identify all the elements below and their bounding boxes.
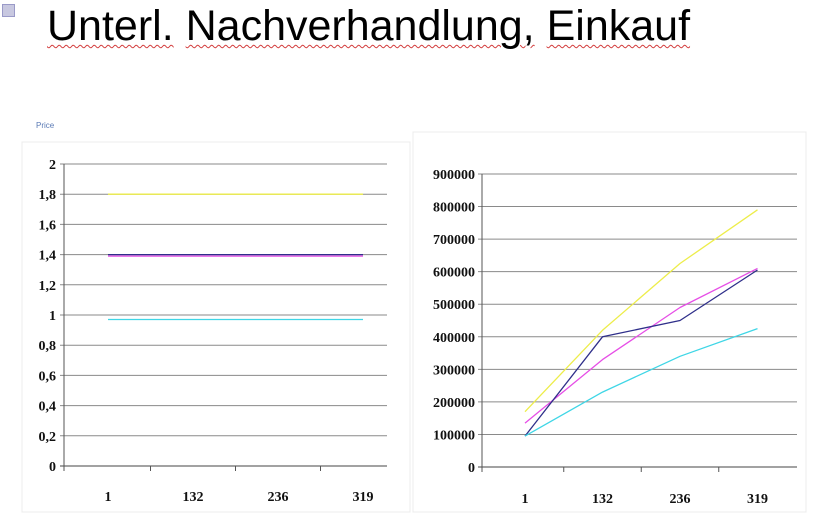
y-tick-label: 200000 <box>433 396 475 411</box>
series-line-1 <box>524 267 758 424</box>
y-tick-label: 900000 <box>433 168 475 183</box>
series-line-0 <box>524 209 758 413</box>
slide-title: Unterl. Nachverhandlung, Einkauf <box>47 0 690 52</box>
slide-bullet-marker <box>2 4 15 17</box>
x-tick-label: 132 <box>592 492 613 507</box>
y-tick-label: 0,6 <box>39 369 57 384</box>
x-tick-label: 236 <box>670 492 691 507</box>
x-tick-label: 236 <box>268 490 289 505</box>
y-tick-label: 0,8 <box>39 339 57 354</box>
y-tick-label: 600000 <box>433 266 475 281</box>
x-tick-label: 132 <box>183 490 204 505</box>
y-tick-label: 1 <box>49 309 56 324</box>
chart-area-frame <box>412 131 807 513</box>
y-tick-label: 1,2 <box>39 279 57 294</box>
title-word-3: Einkauf <box>546 2 691 50</box>
y-tick-label: 700000 <box>433 233 475 248</box>
y-tick-label: 1,6 <box>39 218 57 233</box>
y-tick-label: 0,2 <box>39 430 57 445</box>
y-tick-label: 1,4 <box>39 249 57 264</box>
y-tick-label: 2 <box>49 158 56 173</box>
y-tick-label: 500000 <box>433 298 475 313</box>
y-tick-label: 0 <box>468 461 475 476</box>
y-tick-label: 0,4 <box>39 400 57 415</box>
y-tick-label: 400000 <box>433 331 475 346</box>
title-word-1: Unterl. <box>47 2 174 50</box>
title-word-2: Nachverhandlung, <box>185 2 535 50</box>
x-tick-label: 1 <box>105 490 112 505</box>
x-tick-label: 1 <box>522 492 529 507</box>
x-tick-label: 319 <box>747 492 768 507</box>
y-tick-label: 300000 <box>433 363 475 378</box>
y-tick-label: 100000 <box>433 428 475 443</box>
series-line-2 <box>524 269 758 437</box>
price-chart: Price 0 0,2 0,4 0,6 0,8 1 1,2 1,4 1,6 1,8 2 1 132 236 3… <box>21 121 411 513</box>
y-tick-label: 1,8 <box>39 188 57 203</box>
x-tick-label: 319 <box>353 490 374 505</box>
y-tick-label: 0 <box>49 460 56 475</box>
series-line-3 <box>524 327 758 437</box>
chart-annotation: Price <box>36 121 55 130</box>
y-tick-label: 800000 <box>433 201 475 216</box>
volume-chart: 0 100000 200000 300000 400000 500000 600000 700… <box>412 131 807 513</box>
chart-area-frame <box>21 141 411 513</box>
